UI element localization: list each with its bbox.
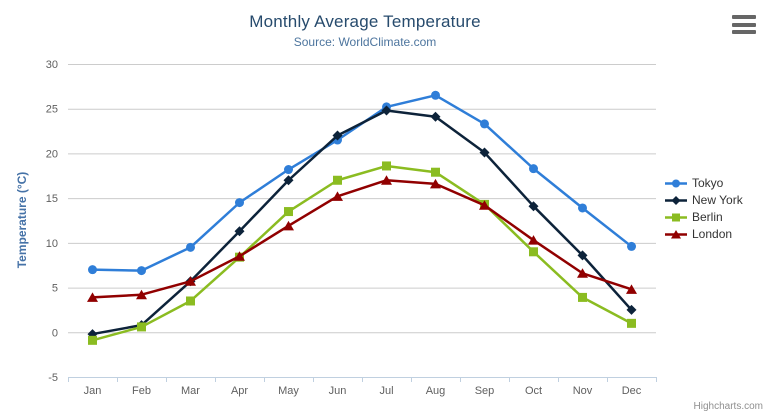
data-point-marker[interactable] xyxy=(431,167,440,177)
data-point-marker[interactable] xyxy=(627,241,636,251)
data-point-marker[interactable] xyxy=(627,318,636,328)
x-axis-label: Mar xyxy=(181,385,200,397)
data-point-marker[interactable] xyxy=(381,105,392,116)
legend-item-berlin[interactable]: Berlin xyxy=(665,210,743,224)
hamburger-menu-icon[interactable] xyxy=(732,15,756,34)
y-axis-label: 0 xyxy=(52,327,58,339)
legend-label: Berlin xyxy=(692,210,723,224)
data-point-marker[interactable] xyxy=(430,111,441,122)
data-point-marker[interactable] xyxy=(283,175,294,186)
x-axis-label: Apr xyxy=(231,385,248,397)
y-axis-label: -5 xyxy=(48,372,58,384)
data-point-marker[interactable] xyxy=(332,130,343,141)
data-point-marker[interactable] xyxy=(480,119,489,129)
legend-label: New York xyxy=(692,193,743,207)
x-axis-label: Jan xyxy=(84,385,102,397)
data-point-marker[interactable] xyxy=(137,322,146,332)
series-tokyo[interactable] xyxy=(88,90,636,276)
data-point-marker[interactable] xyxy=(234,251,245,261)
legend: Tokyo New York Berlin London xyxy=(665,176,743,241)
data-point-marker[interactable] xyxy=(88,265,97,275)
data-point-marker[interactable] xyxy=(284,207,293,217)
data-point-marker[interactable] xyxy=(578,292,587,302)
x-axis-label: Nov xyxy=(573,385,593,397)
x-axis-label: Oct xyxy=(525,385,542,397)
data-point-marker[interactable] xyxy=(87,292,98,302)
x-axis-label: May xyxy=(278,385,299,397)
legend-marker-circle xyxy=(665,179,687,187)
data-point-marker[interactable] xyxy=(672,213,680,221)
data-point-marker[interactable] xyxy=(528,201,539,212)
chart-subtitle: Source: WorldClimate.com xyxy=(293,35,437,49)
data-point-marker[interactable] xyxy=(431,90,440,100)
series-line-berlin[interactable] xyxy=(92,164,633,342)
data-point-marker[interactable] xyxy=(333,175,342,185)
data-point-marker[interactable] xyxy=(577,250,588,261)
data-point-marker[interactable] xyxy=(672,179,680,187)
menu-bar xyxy=(732,15,756,19)
y-axis-title: Temperature (°C) xyxy=(15,171,29,269)
data-point-marker[interactable] xyxy=(578,203,587,213)
data-point-marker[interactable] xyxy=(430,178,441,189)
legend-marker-triangle xyxy=(665,229,687,239)
data-point-marker[interactable] xyxy=(671,195,681,205)
y-axis-label: 25 xyxy=(46,104,58,116)
data-point-marker[interactable] xyxy=(234,226,245,237)
legend-label: London xyxy=(692,227,733,241)
series-new-york[interactable] xyxy=(87,105,637,340)
data-point-marker[interactable] xyxy=(284,165,293,175)
credits-link[interactable]: Highcharts.com xyxy=(693,401,763,412)
data-point-marker[interactable] xyxy=(186,242,195,252)
data-point-marker[interactable] xyxy=(332,191,343,201)
x-axis-label: Sep xyxy=(475,385,495,397)
x-axis-label: Jun xyxy=(329,385,347,397)
data-point-marker[interactable] xyxy=(671,229,681,239)
y-axis-label: 10 xyxy=(46,238,58,250)
data-point-marker[interactable] xyxy=(136,289,147,300)
x-axis-label: Jul xyxy=(379,385,393,397)
legend-item-london[interactable]: London xyxy=(665,227,743,241)
data-point-marker[interactable] xyxy=(283,220,294,231)
data-point-marker[interactable] xyxy=(577,268,588,278)
legend-item-tokyo[interactable]: Tokyo xyxy=(665,176,743,190)
y-axis-label: 30 xyxy=(46,59,58,71)
menu-bar xyxy=(732,22,756,27)
series-line-tokyo[interactable] xyxy=(92,94,633,272)
series-line-new-york[interactable] xyxy=(92,109,633,336)
legend-item-new-york[interactable]: New York xyxy=(665,193,743,207)
x-axis-label: Feb xyxy=(132,385,151,397)
data-point-marker[interactable] xyxy=(529,247,538,257)
legend-marker-square xyxy=(665,213,687,221)
data-point-marker[interactable] xyxy=(382,161,391,171)
series-line-london[interactable] xyxy=(92,179,632,299)
legend-label: Tokyo xyxy=(692,176,724,190)
x-axis-label: Aug xyxy=(426,385,446,397)
y-axis-label: 20 xyxy=(46,148,58,160)
data-point-marker[interactable] xyxy=(88,335,97,345)
data-point-marker[interactable] xyxy=(185,276,196,286)
data-point-marker[interactable] xyxy=(186,296,195,306)
data-point-marker[interactable] xyxy=(479,147,490,158)
series-london[interactable] xyxy=(87,175,637,302)
data-point-marker[interactable] xyxy=(529,164,538,174)
chart-title: Monthly Average Temperature xyxy=(249,12,481,31)
data-point-marker[interactable] xyxy=(626,284,637,294)
y-axis-label: 15 xyxy=(46,193,58,205)
data-point-marker[interactable] xyxy=(528,235,539,245)
data-point-marker[interactable] xyxy=(235,198,244,208)
x-axis-label: Dec xyxy=(622,385,642,397)
data-point-marker[interactable] xyxy=(137,266,146,276)
data-point-marker[interactable] xyxy=(381,175,392,185)
data-point-marker[interactable] xyxy=(626,304,637,315)
legend-marker-diamond xyxy=(665,195,687,205)
data-point-marker[interactable] xyxy=(479,200,490,210)
menu-bar xyxy=(732,30,756,34)
y-axis-label: 5 xyxy=(52,283,58,295)
